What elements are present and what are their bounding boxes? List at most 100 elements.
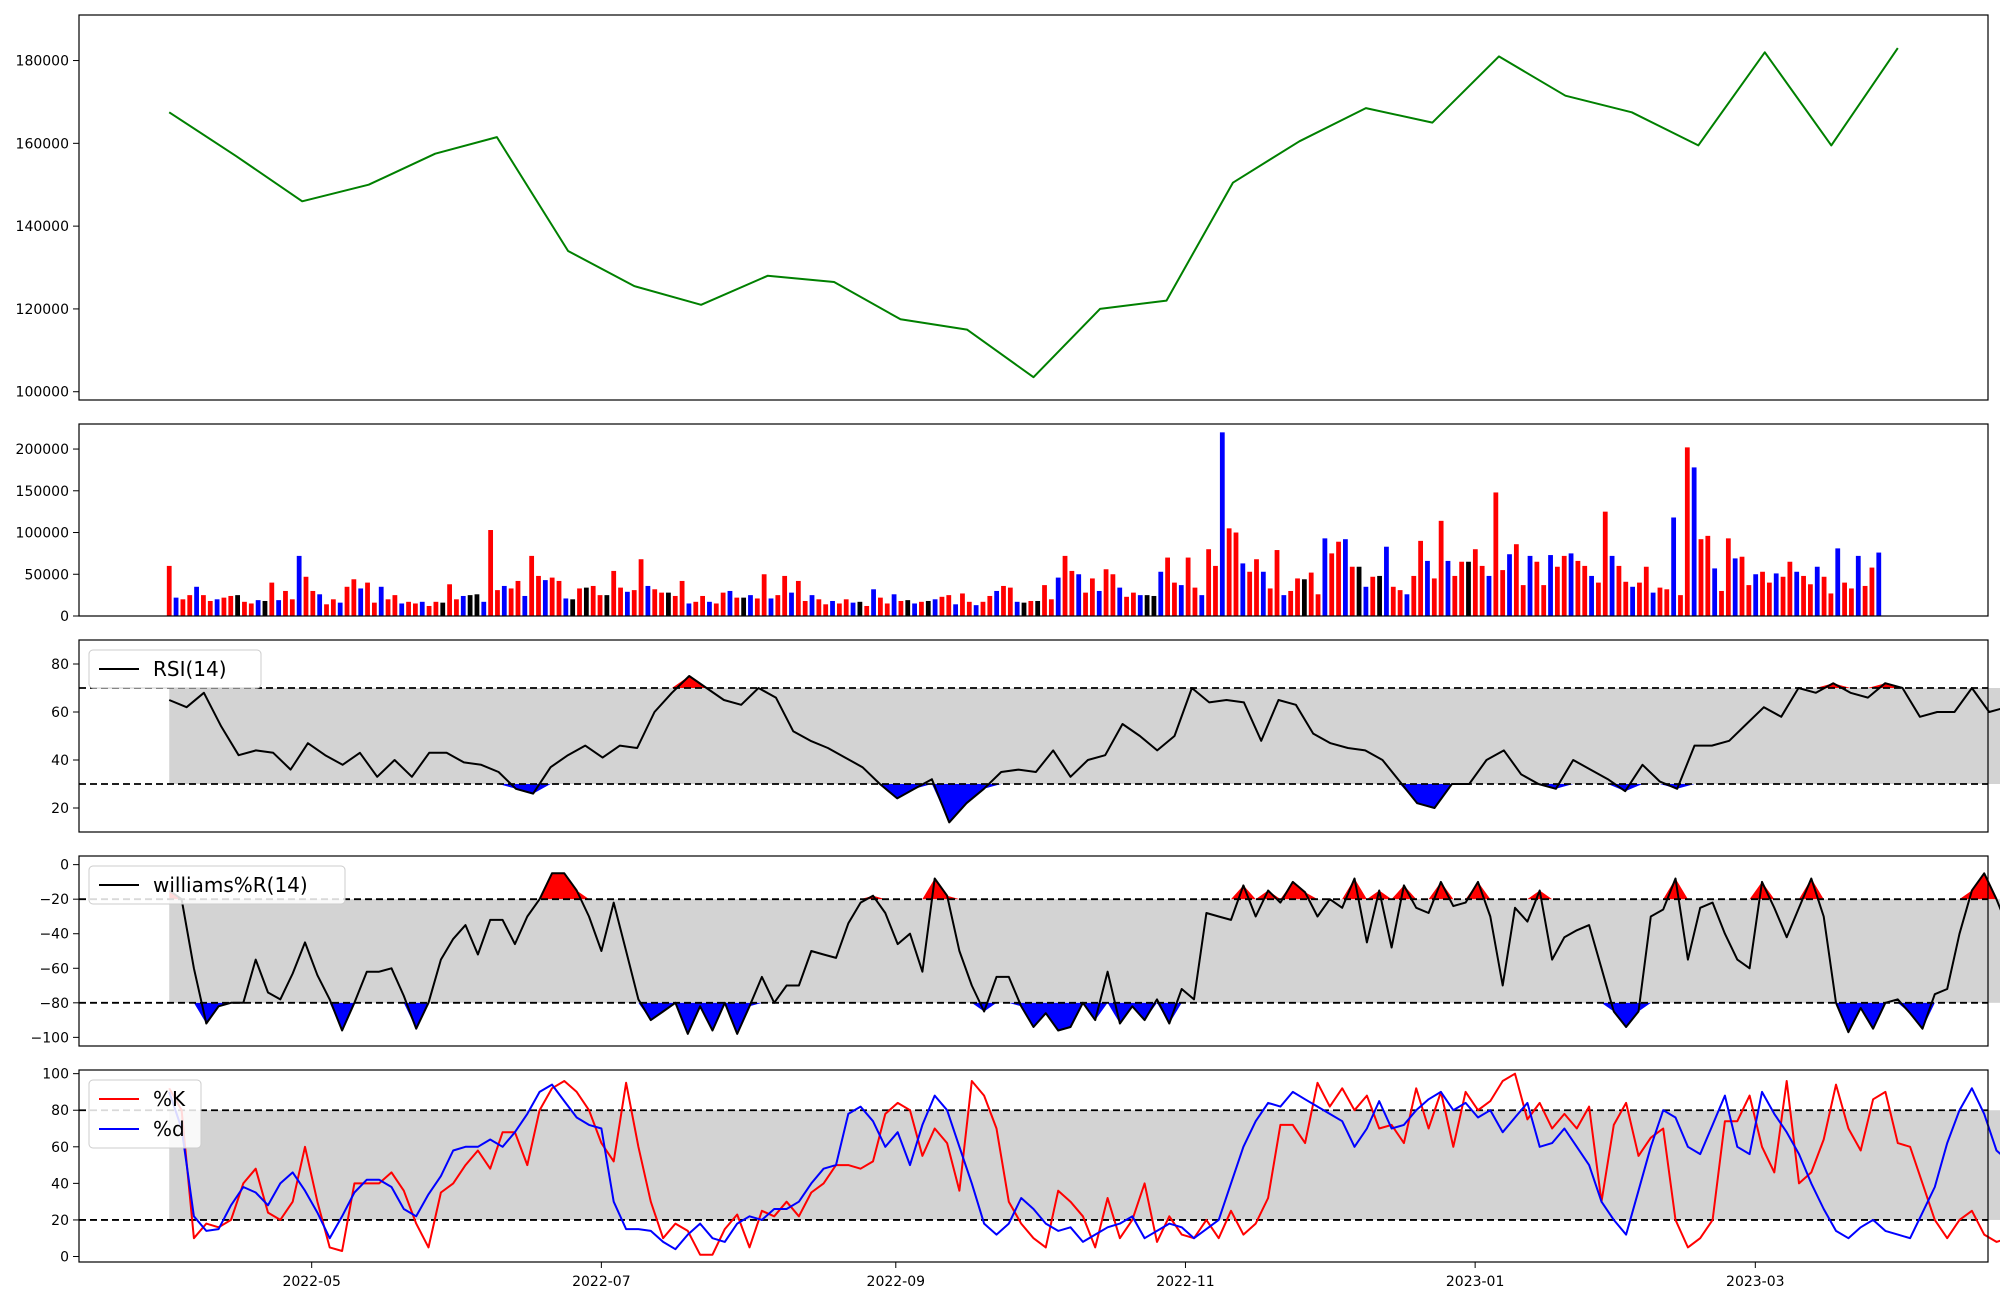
volume-bar xyxy=(194,586,199,616)
volume-bar xyxy=(351,579,357,616)
volume-bar xyxy=(330,599,336,616)
williams-axis-ytick-label: −80 xyxy=(39,996,69,1012)
volume-bar xyxy=(289,599,295,616)
stochastic-k-line xyxy=(168,1072,2000,1256)
price-axis-ytick-label: 180000 xyxy=(16,54,69,70)
volume-bar xyxy=(1554,566,1560,616)
volume-bar xyxy=(1172,582,1177,616)
volume-bar xyxy=(269,582,275,616)
volume-bar xyxy=(1582,565,1588,616)
volume-bar xyxy=(303,576,309,616)
volume-bar xyxy=(1007,587,1013,616)
stochastic-legend-label: %K xyxy=(153,1087,186,1111)
volume-bar xyxy=(1411,575,1417,616)
volume-bar xyxy=(761,574,767,616)
volume-bar xyxy=(1602,511,1608,616)
volume-bar xyxy=(1267,588,1273,616)
volume-bar xyxy=(1151,595,1157,616)
volume-bar xyxy=(1260,571,1266,616)
volume-bar xyxy=(173,597,179,616)
volume-bar xyxy=(748,595,753,616)
williams-oversold-fill xyxy=(169,1002,2000,1034)
williams-panel-frame xyxy=(78,855,1989,1047)
volume-bar xyxy=(1814,566,1820,616)
rsi-axis-ytick-label: 40 xyxy=(51,753,69,769)
volume-bar xyxy=(1247,571,1253,616)
volume-bar xyxy=(946,595,952,616)
volume-bar xyxy=(871,589,876,616)
williams-legend-box xyxy=(88,865,346,905)
volume-bar xyxy=(1199,595,1205,616)
volume-bar xyxy=(454,599,459,616)
x-tick-label: 2022-07 xyxy=(572,1274,631,1290)
volume-bar xyxy=(1178,585,1184,616)
volume-bar xyxy=(1431,578,1437,616)
volume-bar xyxy=(1835,548,1841,616)
williams-band-fill xyxy=(169,899,2000,1003)
volume-bar xyxy=(1849,588,1854,616)
volume-bar xyxy=(1301,579,1307,616)
volume-bar xyxy=(1295,578,1300,616)
volume-bar xyxy=(1459,561,1465,616)
volume-bar xyxy=(1575,560,1581,616)
volume-bar xyxy=(707,601,712,616)
volume-bar xyxy=(201,595,206,616)
rsi-axis-ytick-label: 80 xyxy=(51,657,69,673)
volume-bar xyxy=(1548,555,1553,616)
volume-bar xyxy=(830,600,835,616)
volume-bar xyxy=(1684,447,1690,616)
volume-axis-ytick-label: 50000 xyxy=(24,567,69,583)
volume-bar xyxy=(1281,595,1287,616)
volume-bar xyxy=(741,597,747,616)
volume-bar xyxy=(1513,544,1519,616)
volume-bar xyxy=(1219,432,1225,616)
williams-line xyxy=(168,872,2000,1035)
volume-bar xyxy=(1452,575,1458,616)
volume-bar xyxy=(1096,590,1102,616)
volume-bar xyxy=(624,591,630,616)
volume-bar xyxy=(337,602,343,616)
volume-bar xyxy=(392,595,398,616)
volume-bar xyxy=(1828,593,1834,616)
volume-bar xyxy=(590,585,596,616)
volume-bar xyxy=(1753,574,1759,616)
williams-axis-ytick-label: 0 xyxy=(60,858,69,874)
volume-bar xyxy=(242,601,247,616)
volume-bar xyxy=(802,600,808,616)
volume-axis-ytick-label: 0 xyxy=(60,609,69,625)
volume-bar xyxy=(1384,546,1389,616)
volume-bar xyxy=(1144,595,1150,616)
volume-bar xyxy=(1855,555,1861,616)
volume-bar xyxy=(1240,563,1246,616)
volume-bar xyxy=(1055,577,1061,616)
price-axis-ytick-label: 160000 xyxy=(16,136,69,152)
volume-bar xyxy=(1725,538,1731,616)
volume-bar xyxy=(1021,602,1027,616)
volume-bar xyxy=(953,604,959,616)
volume-bar xyxy=(1206,549,1212,616)
stochastic-d-line xyxy=(168,1083,2000,1251)
volume-bar xyxy=(180,599,186,616)
volume-axis-ytick-label: 150000 xyxy=(16,484,69,500)
volume-bar xyxy=(734,597,740,616)
volume-bar xyxy=(583,587,589,616)
volume-bar xyxy=(1527,555,1533,616)
volume-bar xyxy=(1185,557,1191,616)
volume-bar xyxy=(720,592,726,616)
volume-bar xyxy=(1254,559,1259,616)
stochastic-axis-ytick-label: 100 xyxy=(42,1067,69,1083)
volume-bar xyxy=(549,577,555,616)
volume-bar xyxy=(1158,571,1164,616)
volume-bar xyxy=(1623,581,1629,616)
stochastic-axis-ytick-label: 20 xyxy=(51,1213,69,1229)
volume-bar xyxy=(1343,539,1348,616)
volume-bar xyxy=(495,590,500,616)
volume-bar xyxy=(221,597,227,616)
williams-legend: williams%R(14) xyxy=(88,865,346,905)
volume-bar xyxy=(255,600,261,616)
volume-bar xyxy=(563,598,569,616)
volume-bar xyxy=(1732,558,1738,616)
volume-bar xyxy=(836,603,842,616)
volume-bar xyxy=(1862,585,1868,616)
volume-bar xyxy=(1520,585,1526,616)
